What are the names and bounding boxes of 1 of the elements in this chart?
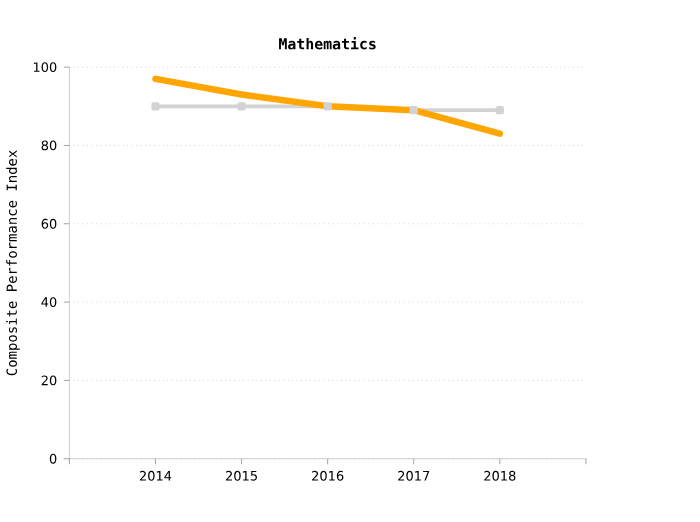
line-series: [152, 75, 504, 137]
